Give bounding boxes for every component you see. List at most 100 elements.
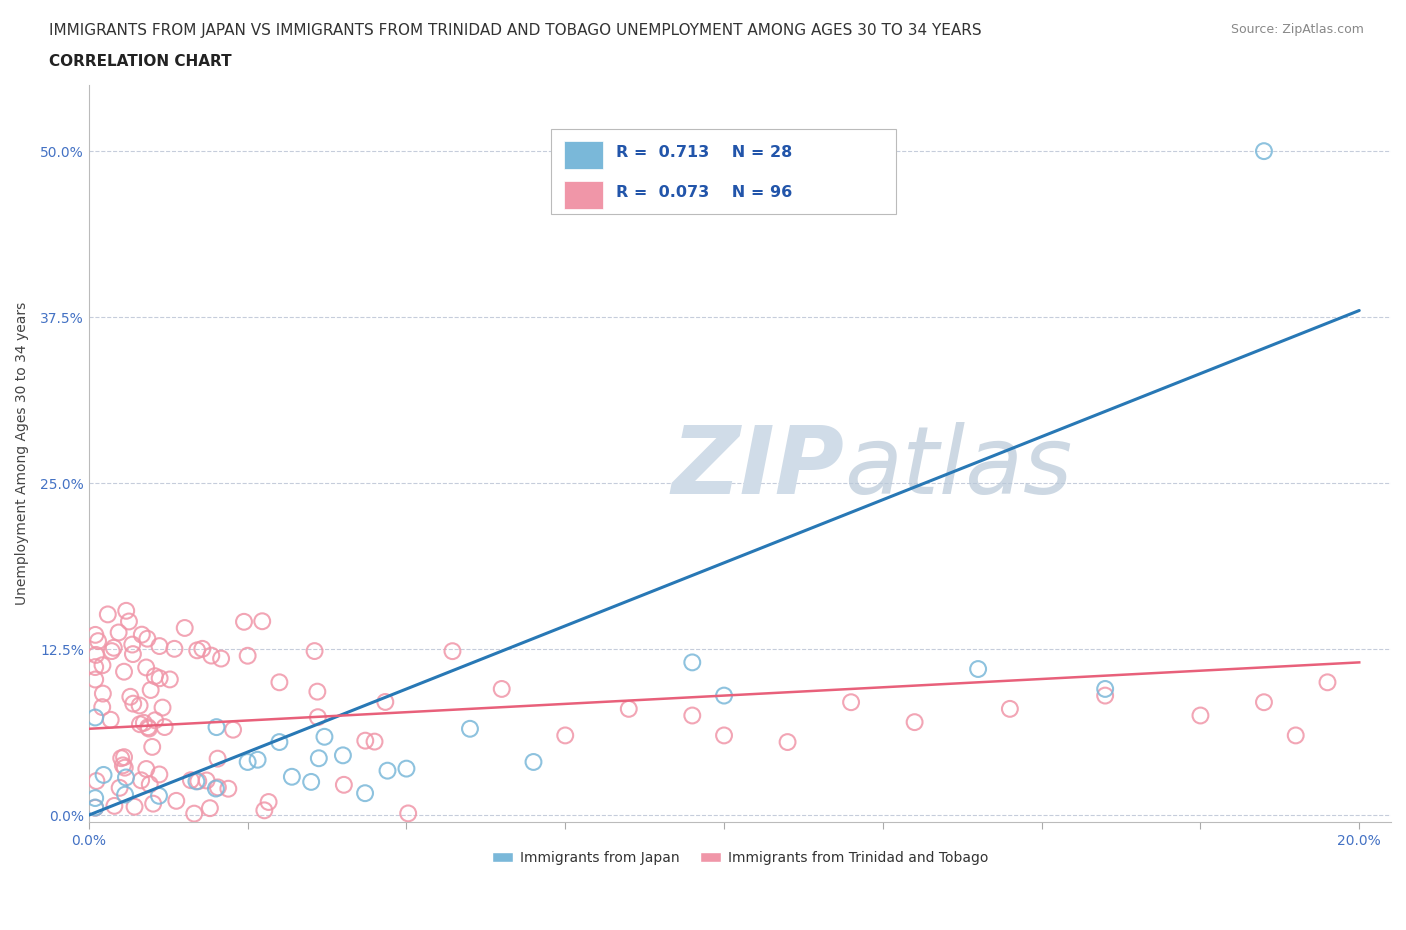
Point bbox=[281, 769, 304, 784]
Point bbox=[148, 767, 170, 782]
Point bbox=[1189, 708, 1212, 723]
Point bbox=[354, 733, 377, 748]
Point bbox=[108, 780, 131, 795]
Point bbox=[111, 758, 134, 773]
Point bbox=[128, 698, 150, 713]
Point bbox=[138, 721, 160, 736]
Point bbox=[129, 773, 152, 788]
Point bbox=[84, 801, 107, 816]
Point bbox=[110, 751, 132, 765]
Point bbox=[217, 781, 239, 796]
Point bbox=[307, 710, 329, 724]
Point bbox=[1094, 682, 1116, 697]
Point bbox=[115, 770, 138, 785]
Point bbox=[304, 644, 326, 658]
Point bbox=[967, 661, 990, 676]
FancyBboxPatch shape bbox=[564, 180, 603, 208]
Point bbox=[491, 682, 513, 697]
Point bbox=[207, 751, 229, 766]
Point bbox=[103, 641, 125, 656]
Point bbox=[377, 764, 399, 778]
Point bbox=[209, 651, 232, 666]
Point bbox=[522, 754, 544, 769]
Point bbox=[903, 714, 925, 729]
Point bbox=[333, 777, 356, 792]
Point bbox=[205, 781, 228, 796]
Point bbox=[121, 637, 143, 652]
Text: R =  0.073    N = 96: R = 0.073 N = 96 bbox=[616, 185, 793, 200]
Point bbox=[257, 794, 280, 809]
Point bbox=[84, 672, 107, 687]
Point bbox=[135, 660, 157, 675]
Point bbox=[314, 729, 336, 744]
Point bbox=[142, 796, 165, 811]
Point bbox=[681, 655, 703, 670]
Point bbox=[222, 723, 245, 737]
Point bbox=[246, 752, 269, 767]
Text: atlas: atlas bbox=[844, 422, 1073, 513]
Point bbox=[395, 761, 418, 776]
Point bbox=[86, 774, 108, 789]
Point bbox=[396, 806, 419, 821]
Point bbox=[354, 786, 377, 801]
Point bbox=[269, 675, 291, 690]
Point bbox=[148, 789, 170, 804]
Point bbox=[139, 683, 162, 698]
Text: ZIP: ZIP bbox=[671, 422, 844, 514]
Point bbox=[617, 701, 640, 716]
Point bbox=[998, 701, 1021, 716]
Point bbox=[173, 620, 195, 635]
Point bbox=[84, 659, 107, 674]
Point bbox=[100, 644, 122, 658]
Point bbox=[84, 790, 107, 805]
Point bbox=[84, 647, 107, 662]
Point bbox=[1253, 695, 1275, 710]
Point bbox=[122, 697, 145, 711]
Point bbox=[91, 658, 114, 672]
Point bbox=[681, 708, 703, 723]
Point bbox=[205, 720, 228, 735]
Point bbox=[332, 748, 354, 763]
Point bbox=[84, 711, 107, 725]
Point bbox=[186, 774, 208, 789]
Text: Source: ZipAtlas.com: Source: ZipAtlas.com bbox=[1230, 23, 1364, 36]
Text: IMMIGRANTS FROM JAPAN VS IMMIGRANTS FROM TRINIDAD AND TOBAGO UNEMPLOYMENT AMONG : IMMIGRANTS FROM JAPAN VS IMMIGRANTS FROM… bbox=[49, 23, 981, 38]
Point bbox=[308, 751, 330, 765]
Point bbox=[100, 712, 122, 727]
Point bbox=[1094, 688, 1116, 703]
Point bbox=[132, 715, 155, 730]
Point bbox=[103, 799, 125, 814]
Point bbox=[1253, 144, 1275, 159]
Point bbox=[180, 773, 202, 788]
Point bbox=[112, 664, 135, 679]
Point bbox=[84, 800, 107, 815]
Point bbox=[139, 777, 162, 791]
Point bbox=[153, 720, 176, 735]
Point bbox=[114, 787, 136, 802]
Point bbox=[149, 671, 172, 685]
Point bbox=[183, 806, 205, 821]
Point bbox=[713, 688, 735, 703]
Point bbox=[207, 780, 229, 795]
Y-axis label: Unemployment Among Ages 30 to 34 years: Unemployment Among Ages 30 to 34 years bbox=[15, 301, 30, 604]
Point bbox=[236, 754, 259, 769]
Point bbox=[458, 722, 481, 737]
Point bbox=[107, 625, 129, 640]
Legend: Immigrants from Japan, Immigrants from Trinidad and Tobago: Immigrants from Japan, Immigrants from T… bbox=[486, 845, 994, 870]
Point bbox=[115, 604, 138, 618]
Point bbox=[307, 684, 329, 699]
Point bbox=[118, 614, 141, 629]
Point bbox=[143, 713, 166, 728]
Point bbox=[839, 695, 862, 710]
Point bbox=[195, 773, 218, 788]
Point bbox=[198, 801, 221, 816]
Point bbox=[187, 774, 209, 789]
Point bbox=[159, 672, 181, 687]
Point bbox=[141, 739, 163, 754]
Text: R =  0.713    N = 28: R = 0.713 N = 28 bbox=[616, 145, 793, 160]
Point bbox=[91, 699, 114, 714]
Text: CORRELATION CHART: CORRELATION CHART bbox=[49, 54, 232, 69]
Point bbox=[236, 648, 259, 663]
Point bbox=[148, 639, 170, 654]
Point bbox=[120, 689, 142, 704]
